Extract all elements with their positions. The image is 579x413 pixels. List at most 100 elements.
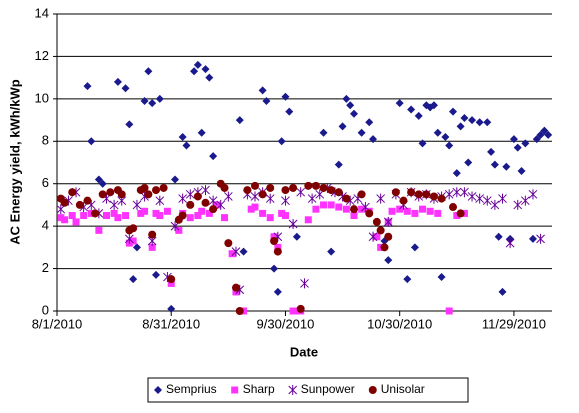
x-tick-label: 8/31/2010 <box>142 316 200 331</box>
point <box>475 118 484 127</box>
point <box>414 111 423 120</box>
point <box>243 186 252 195</box>
point <box>335 203 343 211</box>
point <box>368 231 378 242</box>
y-tick-label: 2 <box>42 260 49 275</box>
point <box>342 205 350 213</box>
point <box>247 205 255 213</box>
legend-label: Semprius <box>166 382 217 396</box>
legend-marker <box>288 385 298 395</box>
point <box>141 207 149 215</box>
point <box>83 82 92 91</box>
point <box>178 193 188 204</box>
point <box>178 133 187 142</box>
point <box>403 207 411 215</box>
point <box>208 195 218 206</box>
point <box>502 162 511 171</box>
point <box>445 307 453 315</box>
point <box>205 209 213 217</box>
point <box>194 212 202 220</box>
point <box>468 116 477 125</box>
y-tick-label: 10 <box>35 90 49 105</box>
point <box>369 135 378 144</box>
point <box>60 198 69 207</box>
point <box>273 247 282 256</box>
point <box>98 190 107 199</box>
point <box>350 212 358 220</box>
point <box>528 234 537 243</box>
point <box>228 250 236 258</box>
point <box>372 217 381 226</box>
point <box>266 214 274 222</box>
point <box>155 195 165 206</box>
point <box>167 304 176 313</box>
point <box>410 243 419 252</box>
legend-marker <box>231 386 239 394</box>
point <box>407 188 416 197</box>
point <box>273 287 282 296</box>
y-tick-label: 12 <box>35 48 49 63</box>
point <box>311 181 320 190</box>
point <box>411 209 419 217</box>
point <box>148 99 157 108</box>
point <box>68 188 77 197</box>
point <box>57 214 65 222</box>
point <box>429 101 438 110</box>
point <box>289 307 297 315</box>
legend-marker <box>154 386 162 394</box>
point <box>384 256 393 265</box>
point <box>532 135 541 144</box>
point <box>396 205 404 213</box>
point <box>513 143 522 152</box>
legend-label: Sunpower <box>301 382 355 396</box>
legend-label: Sharp <box>243 382 275 396</box>
point <box>304 181 313 190</box>
point <box>483 118 492 127</box>
point <box>122 212 130 220</box>
point <box>223 191 233 202</box>
point <box>186 214 194 222</box>
point <box>175 226 183 234</box>
point <box>444 189 454 200</box>
point <box>251 181 259 190</box>
point <box>114 214 122 222</box>
point <box>445 141 454 150</box>
point <box>232 288 240 296</box>
point <box>490 199 500 210</box>
point <box>358 205 366 213</box>
point <box>94 175 103 184</box>
x-tick-label: 8/1/2010 <box>32 316 83 331</box>
point <box>312 205 320 213</box>
point <box>274 243 282 251</box>
point <box>182 141 191 150</box>
point <box>391 188 400 197</box>
point <box>422 190 431 199</box>
point <box>467 191 477 202</box>
point <box>357 128 366 137</box>
point <box>270 236 279 245</box>
point <box>209 205 218 214</box>
point <box>487 147 496 156</box>
x-tick-label: 9/30/2010 <box>257 316 315 331</box>
point <box>171 175 180 184</box>
point <box>109 199 119 210</box>
point <box>350 109 358 118</box>
point <box>429 192 438 201</box>
point <box>334 160 343 169</box>
legend-box <box>147 377 469 403</box>
point <box>231 246 241 257</box>
point <box>167 279 175 287</box>
point <box>517 166 526 175</box>
point <box>505 238 515 249</box>
point <box>319 128 328 137</box>
point <box>464 158 473 167</box>
point <box>342 194 351 203</box>
point <box>163 207 171 215</box>
point <box>117 190 126 199</box>
point <box>281 92 290 101</box>
point <box>224 239 233 248</box>
point <box>403 275 412 284</box>
point <box>266 183 275 192</box>
point <box>346 101 355 110</box>
point <box>536 130 545 139</box>
